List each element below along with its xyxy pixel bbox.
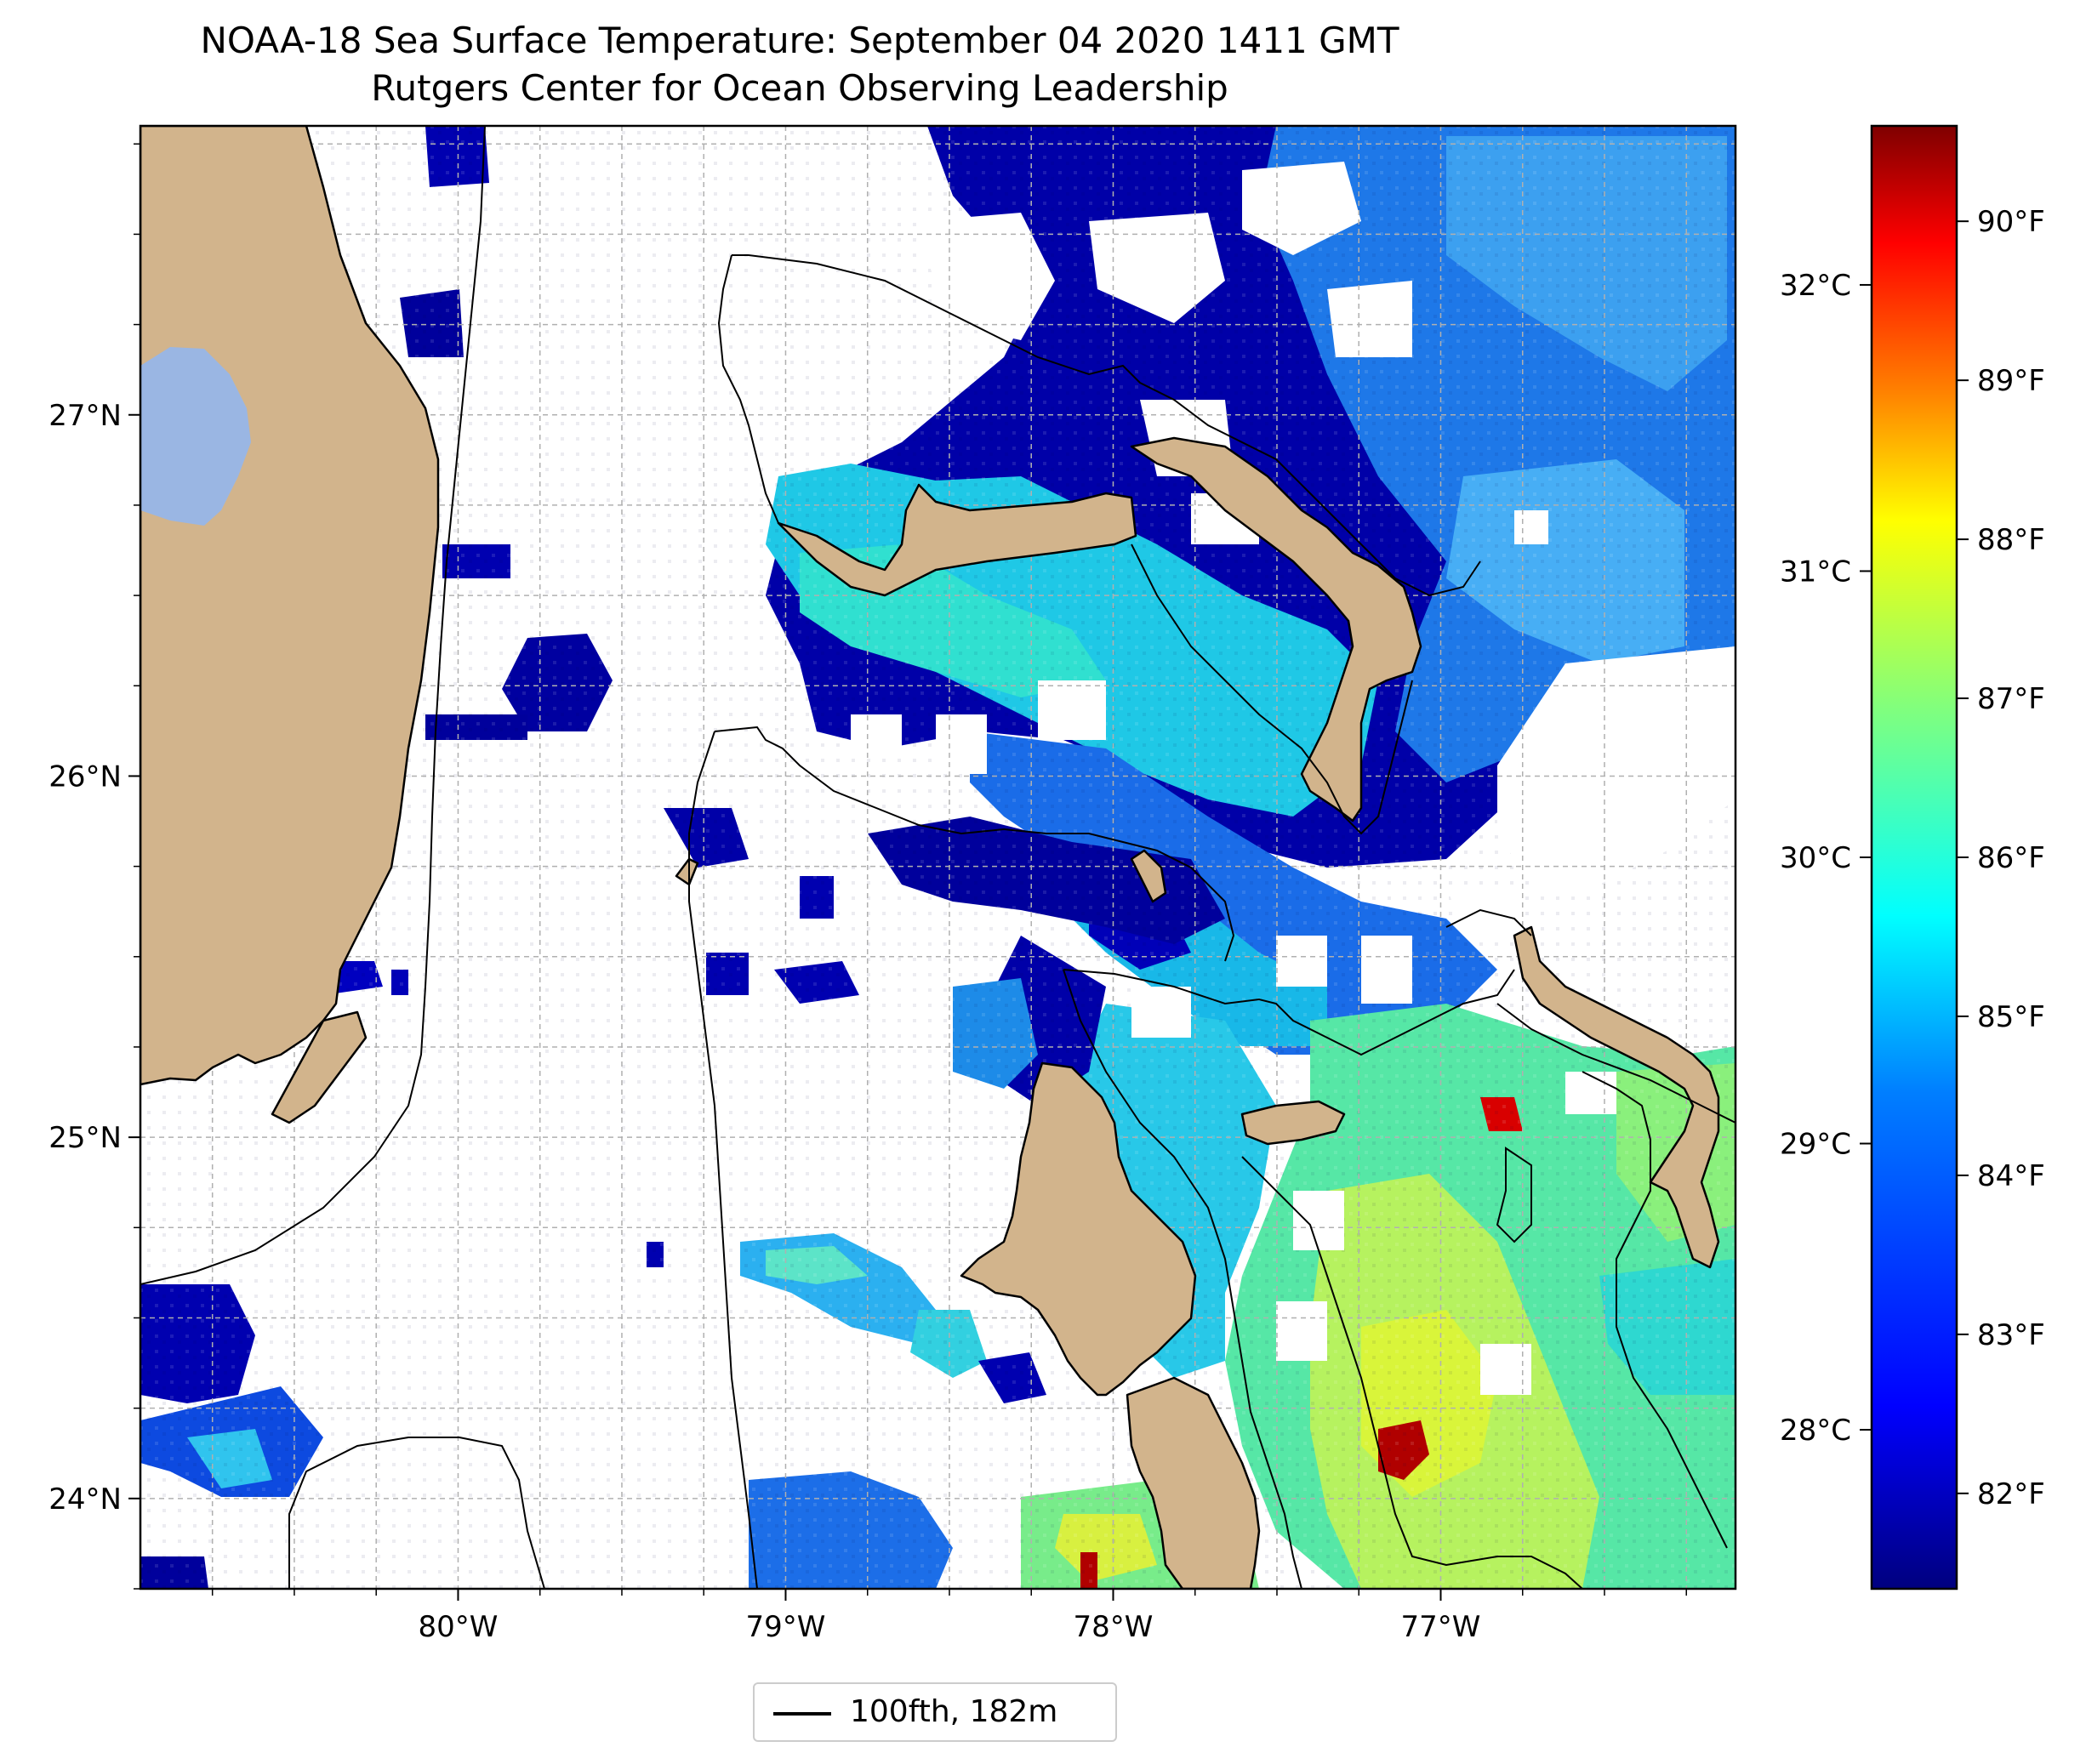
colorbar-c-label: 29°C (1780, 1128, 1851, 1162)
colorbar-f-label: 82°F (1977, 1477, 2045, 1511)
y-tick-label: 25°N (48, 1121, 122, 1155)
land-layer (140, 126, 1720, 1589)
colorbar-f-label: 87°F (1977, 682, 2045, 716)
colorbar: 90°F 89°F 88°F 87°F 86°F 85°F 84°F 83°F 82°F 32°… (1780, 124, 2045, 1590)
x-tick-label: 77°W (1401, 1610, 1481, 1644)
graticule (140, 126, 1735, 1590)
grand-bahama (777, 483, 1137, 597)
map-frame (139, 124, 1737, 1590)
colorbar-f-label: 88°F (1977, 523, 2045, 557)
legend-label: 100fth, 182m (850, 1694, 1058, 1729)
andros-south (1126, 1376, 1261, 1589)
isobath-100fth (140, 126, 1735, 1589)
isobath-legend: 100fth, 182m (753, 1682, 1117, 1742)
andros-island (960, 1061, 1197, 1397)
colorbar-gradient (1870, 124, 1958, 1590)
x-axis-ticks: 80°W 79°W 78°W 77°W (419, 1589, 1481, 1644)
legend-line-swatch (773, 1712, 831, 1716)
colorbar-f-label: 85°F (1977, 1000, 2045, 1034)
colorbar-f-label: 86°F (1977, 841, 2045, 875)
x-tick-label: 80°W (419, 1610, 499, 1644)
colorbar-f-label: 83°F (1977, 1318, 2045, 1352)
x-tick-label: 78°W (1074, 1610, 1154, 1644)
new-providence (1240, 1100, 1346, 1146)
bimini (675, 857, 699, 886)
x-tick-label: 79°W (746, 1610, 826, 1644)
florida-keys (271, 1010, 368, 1124)
colorbar-f-label: 89°F (1977, 364, 2045, 398)
y-tick-label: 26°N (48, 760, 122, 794)
great-abaco (1130, 436, 1422, 822)
colorbar-f-label: 90°F (1977, 205, 2045, 239)
colorbar-c-label: 28°C (1780, 1414, 1851, 1448)
map-title: NOAA-18 Sea Surface Temperature: Septemb… (200, 20, 1399, 61)
colorbar-c-label: 31°C (1780, 555, 1851, 589)
colorbar-celsius-ticks: 32°C 31°C 30°C 29°C 28°C (1780, 269, 1872, 1448)
colorbar-fahrenheit-ticks: 90°F 89°F 88°F 87°F 86°F 85°F 84°F 83°F 82°F (1957, 205, 2045, 1511)
colorbar-c-label: 30°C (1780, 841, 1851, 875)
lake-okeechobee (140, 347, 251, 526)
colorbar-c-label: 32°C (1780, 269, 1851, 303)
y-tick-label: 24°N (48, 1482, 122, 1516)
y-axis-ticks: 27°N 26°N 25°N 24°N (48, 399, 140, 1516)
eleuthera (1513, 925, 1720, 1269)
minor-ticks (134, 143, 1687, 1596)
y-tick-label: 27°N (48, 399, 122, 433)
map-subtitle: Rutgers Center for Ocean Observing Leade… (371, 67, 1228, 109)
colorbar-f-label: 84°F (1977, 1159, 2045, 1193)
berry-islands (1130, 849, 1167, 903)
